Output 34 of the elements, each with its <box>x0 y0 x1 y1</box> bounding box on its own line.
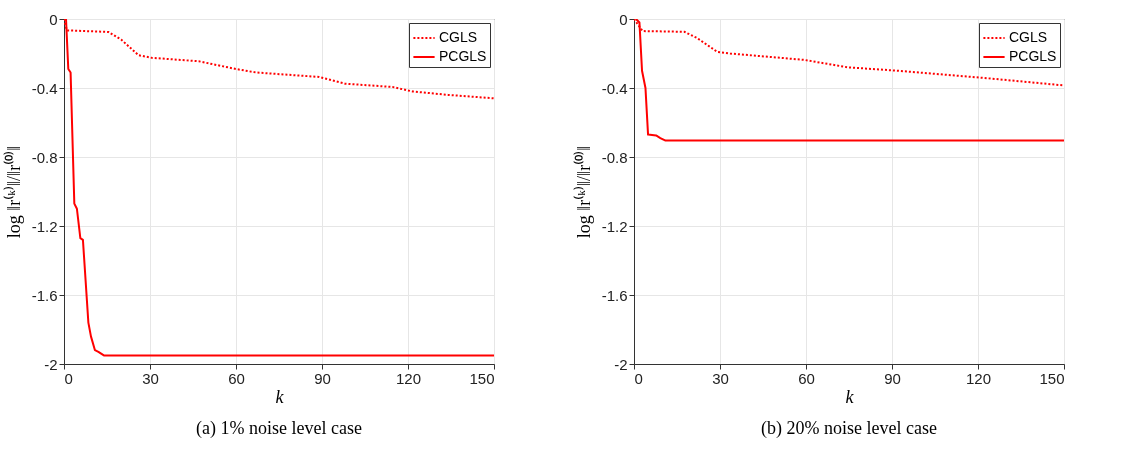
legend-label: CGLS <box>439 29 478 45</box>
y-axis-title: log ‖r⁽ᵏ⁾‖/‖r⁽⁰⁾‖ <box>572 145 594 239</box>
y-tick-label: -1.6 <box>601 286 628 304</box>
y-tick-label: -0.4 <box>601 79 628 97</box>
x-axis-title: k <box>845 386 855 407</box>
x-tick-label: 150 <box>469 369 495 387</box>
legend-label: CGLS <box>1009 29 1048 45</box>
y-tick-label: -2 <box>614 355 628 373</box>
x-tick-label: 150 <box>1039 369 1065 387</box>
y-tick-label: -0.8 <box>31 148 58 166</box>
x-tick-label: 60 <box>798 369 815 387</box>
text: (b) 20% noise level case <box>761 418 937 439</box>
y-tick-label: -2 <box>44 355 58 373</box>
x-tick-label: 30 <box>142 369 159 387</box>
y-tick-label: -1.2 <box>601 217 628 235</box>
y-tick-label: -0.4 <box>31 79 58 97</box>
x-tick-label: 60 <box>228 369 245 387</box>
x-tick-label: 0 <box>64 369 73 387</box>
y-tick-label: 0 <box>619 10 628 28</box>
y-tick-label: -1.6 <box>31 286 58 304</box>
legend-label: PCGLS <box>439 48 487 64</box>
x-tick-label: 120 <box>965 369 992 387</box>
x-tick-label: 30 <box>712 369 729 387</box>
x-tick-label: 90 <box>884 369 901 387</box>
y-tick-label: -1.2 <box>31 217 58 235</box>
y-tick-label: -0.8 <box>601 148 628 166</box>
x-tick-label: 120 <box>395 369 422 387</box>
x-tick-label: 0 <box>634 369 643 387</box>
x-tick-label: 90 <box>314 369 331 387</box>
text: (a) 1% noise level case <box>196 418 362 439</box>
legend-label: PCGLS <box>1009 48 1057 64</box>
y-axis-title: log ‖r⁽ᵏ⁾‖/‖r⁽⁰⁾‖ <box>2 145 24 239</box>
x-axis-title: k <box>275 386 285 407</box>
y-tick-label: 0 <box>49 10 58 28</box>
